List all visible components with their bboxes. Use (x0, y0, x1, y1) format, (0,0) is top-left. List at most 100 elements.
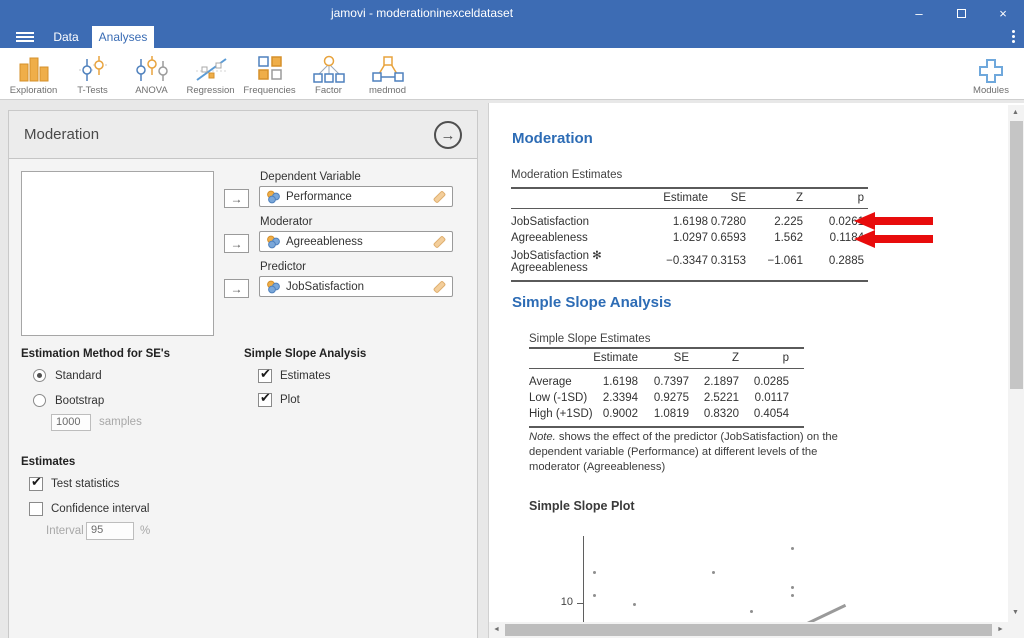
plot-y-axis (583, 536, 584, 622)
samples-input[interactable]: 1000 (51, 414, 91, 431)
checkmark-icon: ✔ (31, 474, 42, 489)
horizontal-scrollbar-thumb[interactable] (505, 624, 992, 636)
available-variables-list[interactable] (21, 171, 214, 336)
radio-standard-label[interactable]: Standard (55, 370, 102, 382)
window-controls: – × (898, 0, 1024, 26)
ribbon-button-factor[interactable]: Factor (299, 52, 358, 96)
ribbon-button-anova[interactable]: ANOVA (122, 52, 181, 96)
confidence-interval-label[interactable]: Confidence interval (51, 503, 150, 515)
radio-standard[interactable] (33, 369, 46, 382)
column-header: Z (746, 188, 803, 209)
menu-icon[interactable] (16, 32, 34, 42)
column-header: p (739, 348, 789, 369)
maximize-button[interactable] (940, 0, 982, 26)
assign-predictor-button[interactable]: → (224, 279, 249, 298)
variable-cluster-icon (267, 235, 280, 248)
ribbon-button-frequencies[interactable]: Frequencies (240, 52, 299, 96)
assign-arrow-icon: → (230, 281, 243, 296)
column-header: p (803, 188, 864, 209)
table-row: Average 1.6198 0.7397 2.1897 0.0285 (529, 376, 789, 388)
collapse-results-button[interactable]: → (434, 121, 462, 149)
table-row: JobSatisfaction 1.6198 0.7280 2.225 0.02… (511, 216, 864, 228)
scroll-up-icon[interactable]: ▲ (1012, 109, 1019, 116)
anova-icon (135, 56, 168, 81)
close-icon: × (999, 5, 1007, 21)
confidence-interval-checkbox[interactable] (29, 502, 43, 516)
plot-checkbox[interactable]: ✔ (258, 390, 272, 407)
predictor-label: Predictor (260, 261, 307, 273)
continuous-ruler-icon (432, 279, 447, 294)
plot-data-point (749, 609, 753, 613)
radio-bootstrap-label[interactable]: Bootstrap (55, 395, 105, 407)
plot-data-point (790, 546, 794, 550)
ribbon-button-medmod[interactable]: medmod (358, 52, 417, 96)
close-button[interactable]: × (982, 0, 1024, 26)
plot-data-point (592, 593, 596, 597)
simple-slope-plot: 10 (541, 530, 996, 622)
moderation-estimates-table: Estimate SE Z p JobSatisfaction 1.6198 0… (511, 187, 868, 282)
window-title: jamovi - moderationinexceldataset (330, 6, 514, 20)
minimize-icon: – (915, 5, 923, 21)
radio-selected-dot (37, 373, 42, 378)
interval-unit: % (140, 525, 151, 537)
plot-trend-line (802, 604, 846, 622)
interval-input[interactable]: 95 (86, 522, 134, 540)
maximize-icon (956, 8, 966, 18)
scroll-right-icon[interactable]: ► (997, 626, 1004, 633)
vertical-scrollbar[interactable]: ▲ ▼ (1008, 105, 1024, 622)
annotation-arrow-top (854, 212, 934, 230)
options-panel-header: Moderation → (9, 111, 477, 159)
assign-dependent-button[interactable]: → (224, 189, 249, 208)
kebab-menu-icon[interactable] (1012, 30, 1016, 45)
tab-analyses[interactable]: Analyses (92, 26, 154, 48)
samples-label: samples (99, 416, 142, 428)
tab-data[interactable]: Data (53, 30, 79, 44)
factor-icon (312, 55, 345, 83)
plot-data-point (790, 593, 794, 597)
estimates-checkbox-label[interactable]: Estimates (280, 370, 331, 382)
ribbon-button-regression[interactable]: Regression (181, 52, 240, 96)
interval-label: Interval (46, 525, 84, 537)
radio-bootstrap[interactable] (33, 394, 46, 407)
predictor-field[interactable]: JobSatisfaction (259, 276, 453, 297)
test-statistics-label[interactable]: Test statistics (51, 478, 120, 490)
note-prefix: Note. (529, 431, 556, 443)
options-panel-title: Moderation (24, 126, 100, 143)
variable-cluster-icon (267, 280, 280, 293)
moderator-field[interactable]: Agreeableness (259, 231, 453, 252)
test-statistics-checkbox[interactable]: ✔ (29, 474, 43, 491)
dependent-variable-label: Dependent Variable (260, 171, 361, 183)
plot-checkbox-label[interactable]: Plot (280, 394, 300, 406)
estimates-checkbox[interactable]: ✔ (258, 366, 272, 383)
plot-data-point (632, 602, 636, 606)
ribbon-button-t-tests[interactable]: T-Tests (63, 52, 122, 96)
estimates-heading: Estimates (21, 456, 76, 468)
scroll-down-icon[interactable]: ▼ (1012, 609, 1019, 616)
horizontal-scrollbar[interactable]: ◄ ► (489, 622, 1008, 638)
plot-data-point (790, 585, 794, 589)
moderator-label: Moderator (260, 216, 313, 228)
minimize-button[interactable]: – (898, 0, 940, 26)
assign-moderator-button[interactable]: → (224, 234, 249, 253)
checkmark-icon: ✔ (260, 366, 271, 381)
simple-slope-analysis-heading: Simple Slope Analysis (244, 348, 367, 360)
column-header: Z (689, 348, 739, 369)
moderation-estimates-title: Moderation Estimates (511, 169, 623, 181)
dependent-variable-field[interactable]: Performance (259, 186, 453, 207)
title-bar: jamovi - moderationinexceldataset – × (0, 0, 1024, 26)
annotation-arrow-bottom (854, 230, 934, 248)
scroll-left-icon[interactable]: ◄ (493, 626, 500, 633)
t-tests-icon (78, 56, 107, 81)
vertical-scrollbar-thumb[interactable] (1010, 121, 1023, 389)
modules-button[interactable]: Modules (960, 52, 1022, 96)
column-header: Estimate (593, 348, 638, 369)
column-header: Estimate (663, 188, 708, 209)
column-header: SE (708, 188, 746, 209)
modules-plus-icon (979, 59, 1003, 83)
predictor-value: JobSatisfaction (286, 280, 364, 293)
results-moderation-heading: Moderation (512, 130, 593, 147)
simple-slope-estimates-table: Estimate SE Z p Average 1.6198 0.7397 2.… (529, 347, 804, 428)
plot-data-point (711, 570, 715, 574)
ribbon-button-exploration[interactable]: Exploration (4, 52, 63, 96)
